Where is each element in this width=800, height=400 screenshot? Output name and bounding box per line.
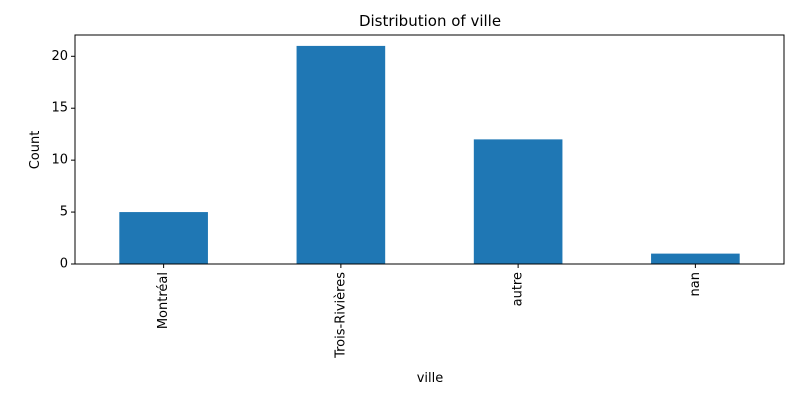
bar-2	[473, 139, 563, 264]
x-tick-label-2: autre	[511, 272, 526, 306]
y-tick-label-1: 5	[60, 205, 68, 220]
x-tick-label-0: Montréal	[156, 272, 171, 329]
x-axis-label: ville	[417, 371, 444, 386]
y-tick-label-2: 10	[51, 153, 68, 168]
bar-1	[296, 45, 386, 265]
y-tick-label-4: 20	[51, 49, 68, 64]
x-axis-ticks: Montréal Trois-Rivières autre nan	[156, 264, 703, 359]
plot-frame	[74, 34, 785, 265]
y-tick-label-3: 15	[51, 101, 68, 116]
chart-title: Distribution of ville	[359, 12, 501, 30]
bars-group	[119, 45, 740, 265]
y-axis-ticks: 0 5 10 15 20	[51, 49, 75, 272]
x-tick-label-1: Trois-Rivières	[333, 272, 348, 359]
y-axis-label: Count	[28, 131, 43, 170]
y-tick-label-0: 0	[60, 257, 68, 272]
x-tick-label-3: nan	[688, 272, 703, 296]
bar-3	[651, 253, 740, 264]
bar-0	[119, 212, 208, 264]
